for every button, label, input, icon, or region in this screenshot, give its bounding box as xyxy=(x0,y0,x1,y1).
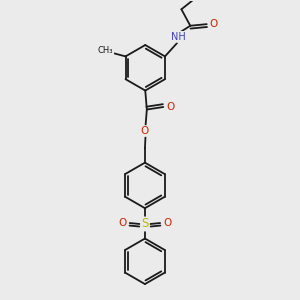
Text: O: O xyxy=(119,218,127,228)
Text: CH₃: CH₃ xyxy=(98,46,113,55)
Text: O: O xyxy=(166,102,174,112)
Text: O: O xyxy=(140,126,149,136)
Text: O: O xyxy=(209,19,218,29)
Text: NH: NH xyxy=(171,32,186,42)
Text: O: O xyxy=(163,218,171,228)
Text: S: S xyxy=(141,218,148,230)
